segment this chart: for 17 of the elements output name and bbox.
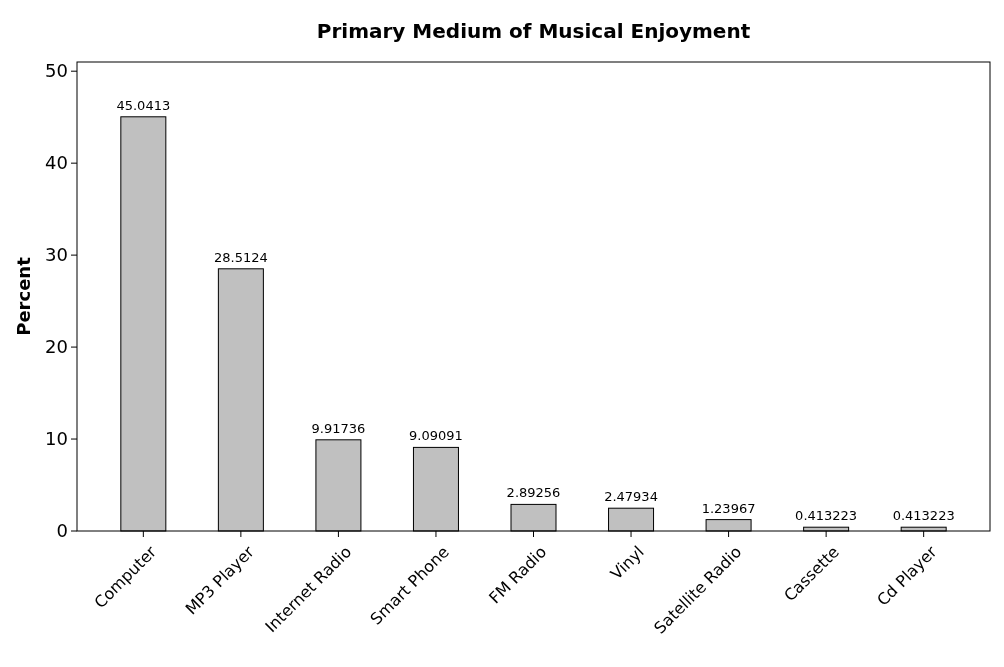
y-axis-title: Percent [13, 256, 34, 336]
y-tick-label: 10 [45, 428, 68, 450]
data-label: 1.23967 [701, 500, 756, 516]
data-label: 9.91736 [311, 420, 366, 436]
data-label: 45.0413 [116, 97, 171, 113]
y-tick-label: 20 [45, 336, 68, 358]
data-label: 0.413223 [795, 508, 858, 524]
data-label: 2.47934 [604, 489, 658, 505]
data-label: 2.89256 [506, 485, 561, 501]
chart-title: Primary Medium of Musical Enjoyment [316, 19, 751, 43]
y-tick-label: 40 [45, 152, 68, 174]
y-tick-label: 50 [45, 60, 68, 82]
y-tick-label: 30 [45, 244, 68, 266]
y-tick-label: 0 [56, 520, 68, 542]
data-label: 0.413223 [892, 508, 955, 524]
data-label: 9.09091 [409, 428, 463, 444]
data-label: 28.5124 [213, 249, 268, 265]
